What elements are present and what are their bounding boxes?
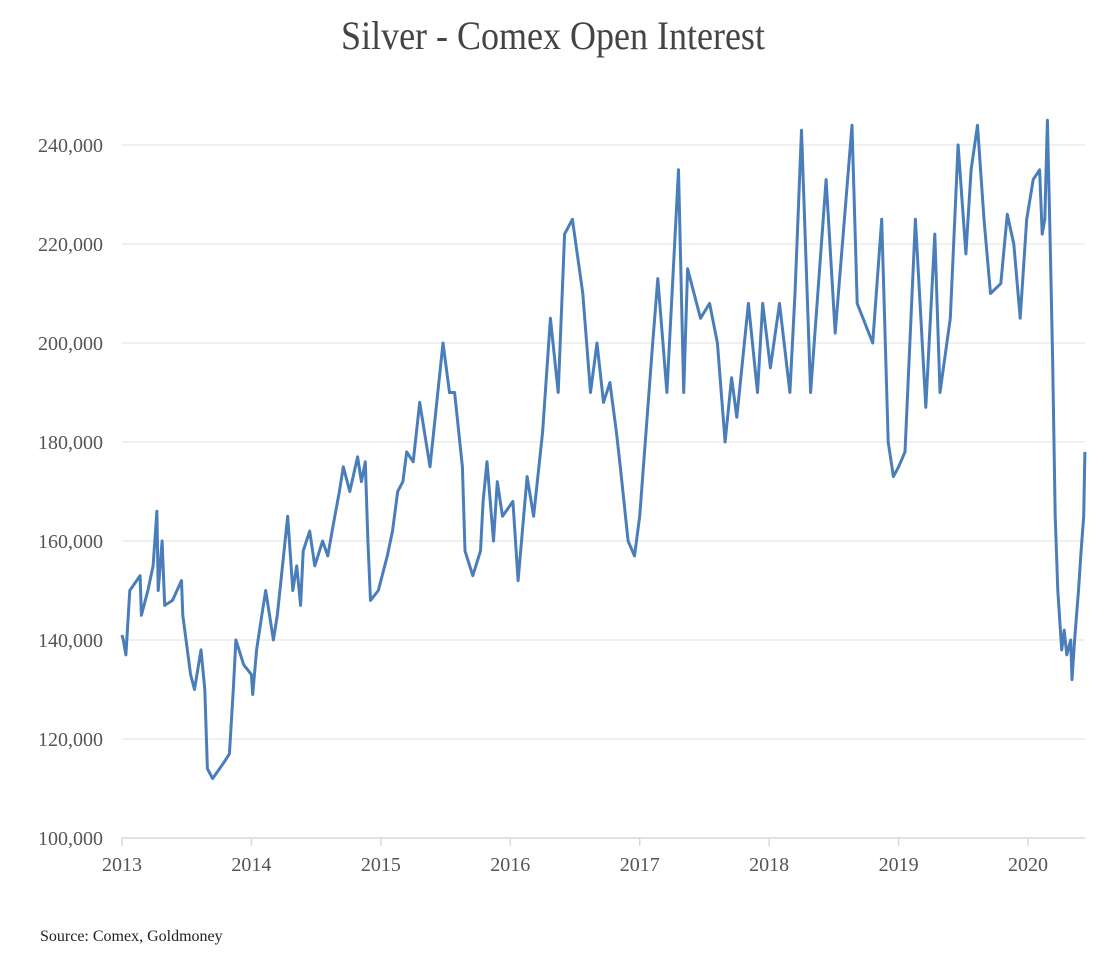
x-tick-label: 2020 bbox=[1008, 854, 1048, 876]
y-tick-label: 160,000 bbox=[38, 531, 103, 553]
y-tick-label: 180,000 bbox=[38, 432, 103, 454]
y-tick-label: 240,000 bbox=[38, 135, 103, 157]
y-axis: 100,000 120,000 140,000 160,000 180,000 200,0… bbox=[38, 135, 103, 850]
series-layer bbox=[120, 118, 1087, 781]
x-tick-label: 2019 bbox=[879, 854, 919, 876]
x-tick-label: 2014 bbox=[231, 854, 271, 876]
x-tick-label: 2015 bbox=[361, 854, 401, 876]
x-tick-label: 2017 bbox=[620, 854, 660, 876]
y-tick-label: 220,000 bbox=[38, 234, 103, 256]
x-tick-label: 2018 bbox=[749, 854, 789, 876]
series-line-open-interest bbox=[120, 118, 1087, 781]
gridlines bbox=[122, 144, 1085, 839]
x-tick-label: 2013 bbox=[102, 854, 142, 876]
y-tick-label: 120,000 bbox=[38, 729, 103, 751]
y-tick-label: 100,000 bbox=[38, 828, 103, 850]
source-note: Source: Comex, Goldmoney bbox=[40, 928, 223, 945]
y-tick-label: 200,000 bbox=[38, 333, 103, 355]
x-axis: 2013 2014 2015 2016 2017 2018 2019 2020 bbox=[102, 838, 1048, 876]
y-tick-label: 140,000 bbox=[38, 630, 103, 652]
x-tick-label: 2016 bbox=[490, 854, 530, 876]
chart-title: Silver - Comex Open Interest bbox=[341, 13, 765, 58]
